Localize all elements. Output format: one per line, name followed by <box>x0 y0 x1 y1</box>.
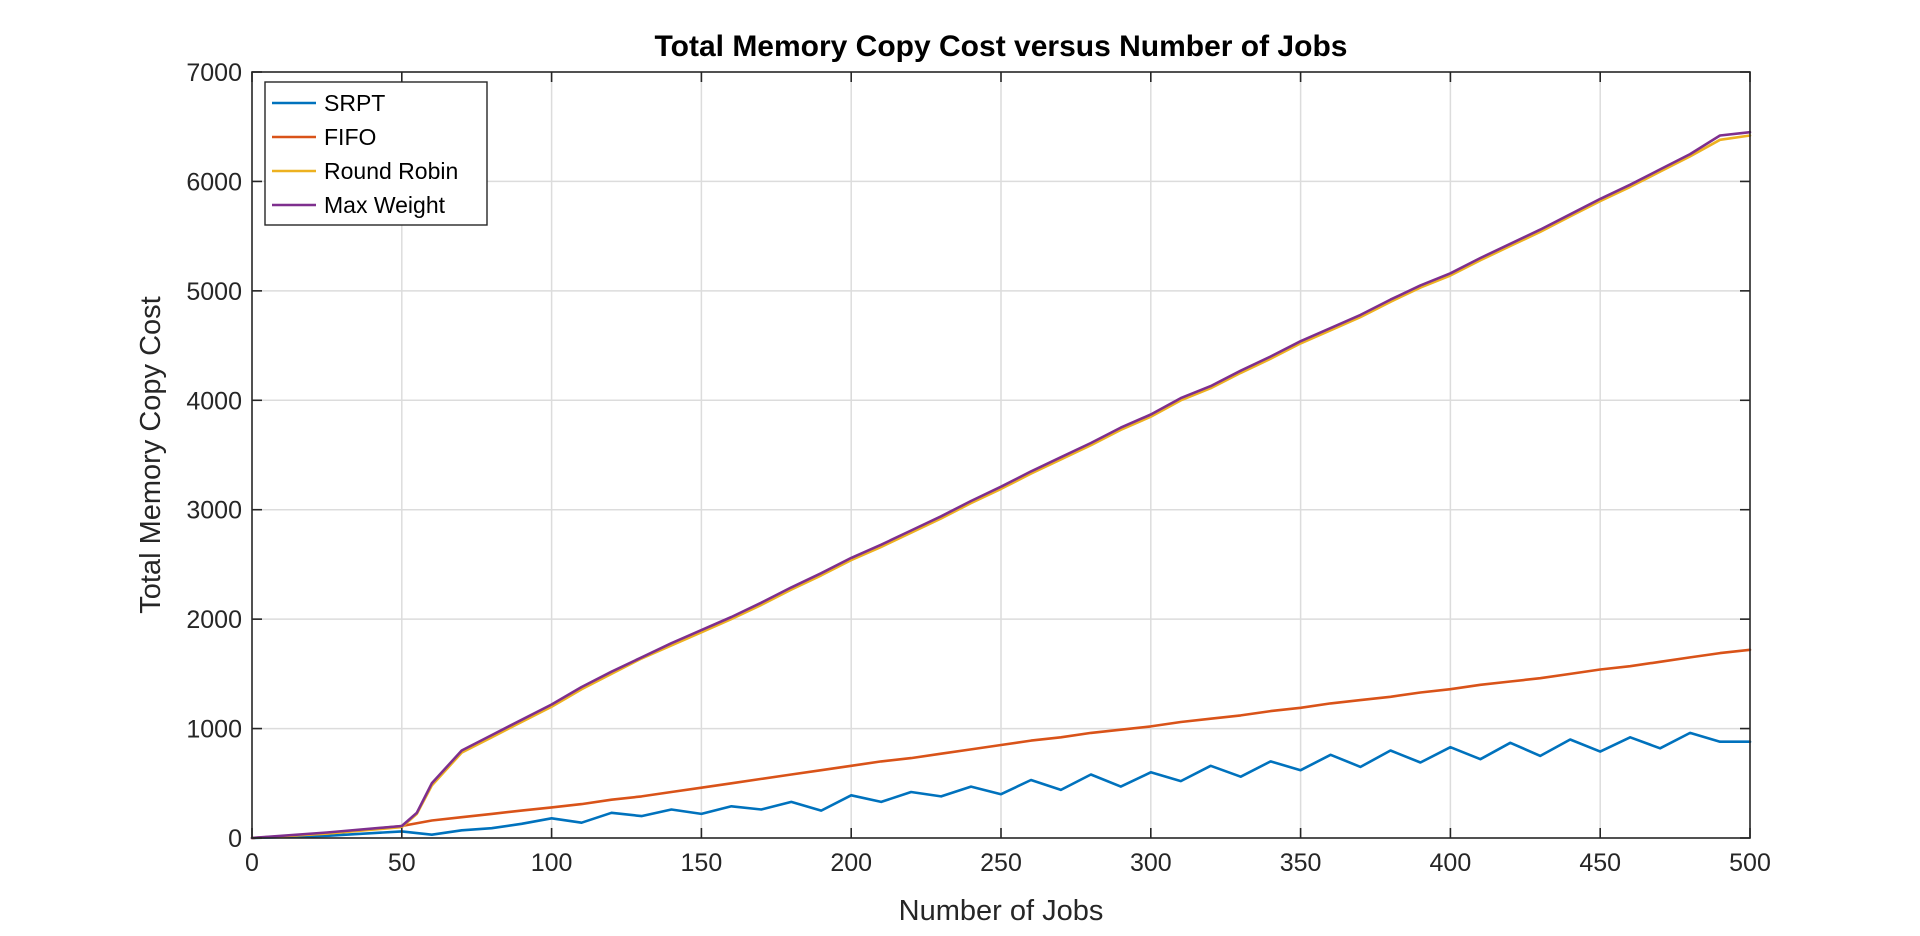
legend-box <box>264 81 488 226</box>
x-tick-label: 450 <box>1579 849 1621 877</box>
x-tick-label: 250 <box>980 849 1022 877</box>
x-tick-label: 300 <box>1130 849 1172 877</box>
y-tick-label: 7000 <box>186 59 242 87</box>
x-tick-label: 350 <box>1280 849 1322 877</box>
x-tick-label: 0 <box>245 849 259 877</box>
y-tick-label: 6000 <box>186 168 242 196</box>
series-line-fifo <box>250 648 1752 840</box>
y-tick-label: 0 <box>228 825 242 853</box>
x-axis-label: Number of Jobs <box>899 895 1104 927</box>
y-tick-label: 3000 <box>186 497 242 525</box>
axis-ticks <box>251 71 1751 839</box>
series-line-srpt <box>250 731 1752 840</box>
series-line-round-robin <box>250 134 1752 840</box>
tick-labels: 0 50 100 150 200 250 300 350 400 450 5000100020003… <box>186 59 1770 877</box>
legend-label-fifo: FIFO <box>324 124 376 150</box>
grid-lines <box>252 72 1750 838</box>
y-axis-label: Total Memory Copy Cost <box>135 296 167 614</box>
series-line-max-weight <box>250 130 1752 840</box>
y-tick-label: 4000 <box>186 387 242 415</box>
legend-label-max-weight: Max Weight <box>324 192 446 218</box>
x-tick-label: 400 <box>1430 849 1472 877</box>
y-tick-label: 2000 <box>186 606 242 634</box>
x-tick-label: 200 <box>830 849 872 877</box>
series-lines <box>250 130 1752 840</box>
chart-title: Total Memory Copy Cost versus Number of … <box>655 30 1348 63</box>
x-tick-label: 150 <box>681 849 723 877</box>
x-tick-label: 50 <box>388 849 416 877</box>
y-tick-label: 5000 <box>186 278 242 306</box>
y-tick-label: 1000 <box>186 716 242 744</box>
legend-label-srpt: SRPT <box>324 90 385 116</box>
legend: SRPT FIFO Round Robin Max Weight <box>264 81 488 226</box>
x-tick-label: 100 <box>531 849 573 877</box>
legend-label-round-robin: Round Robin <box>324 158 458 184</box>
x-tick-label: 500 <box>1729 849 1771 877</box>
